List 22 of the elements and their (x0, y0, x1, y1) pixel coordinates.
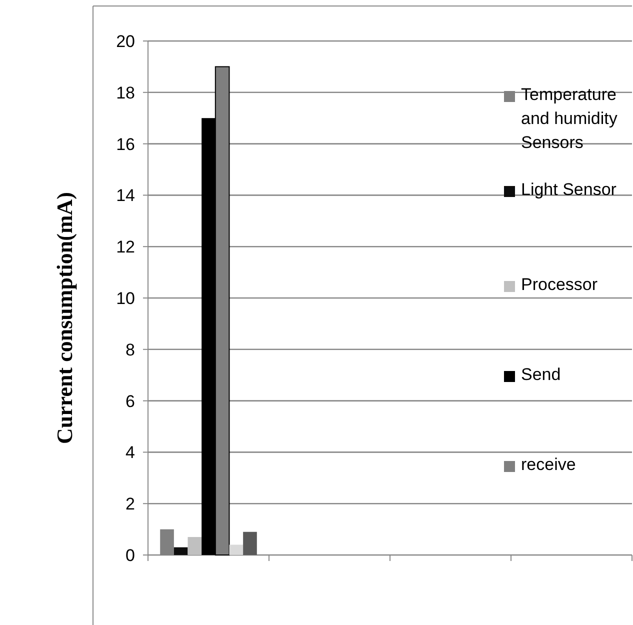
y-tick-label: 2 (126, 494, 135, 514)
y-tick-label: 4 (126, 443, 135, 462)
bar (174, 547, 188, 555)
bar (188, 537, 202, 555)
y-axis-title: Current consumption(mA) (52, 192, 77, 444)
legend-label: Light Sensor (521, 180, 617, 199)
y-tick-label: 20 (116, 32, 135, 51)
y-tick-label: 8 (126, 340, 135, 360)
legend-label: receive (521, 455, 576, 474)
legend-label: Temperature and humidity Sensors (521, 85, 618, 152)
y-tick-label: 18 (116, 83, 135, 102)
bar (229, 544, 244, 555)
y-tick-label: 6 (126, 392, 135, 411)
y-tick-label: 0 (126, 546, 135, 565)
bar (160, 529, 174, 555)
y-tick-label: 12 (116, 238, 135, 257)
bar (243, 532, 257, 555)
legend-label: Send (521, 365, 561, 384)
legend-label: Processor (521, 275, 598, 294)
y-tick-label: 16 (116, 134, 135, 154)
y-tick-label: 14 (116, 186, 135, 206)
y-tick-label: 10 (116, 288, 135, 308)
